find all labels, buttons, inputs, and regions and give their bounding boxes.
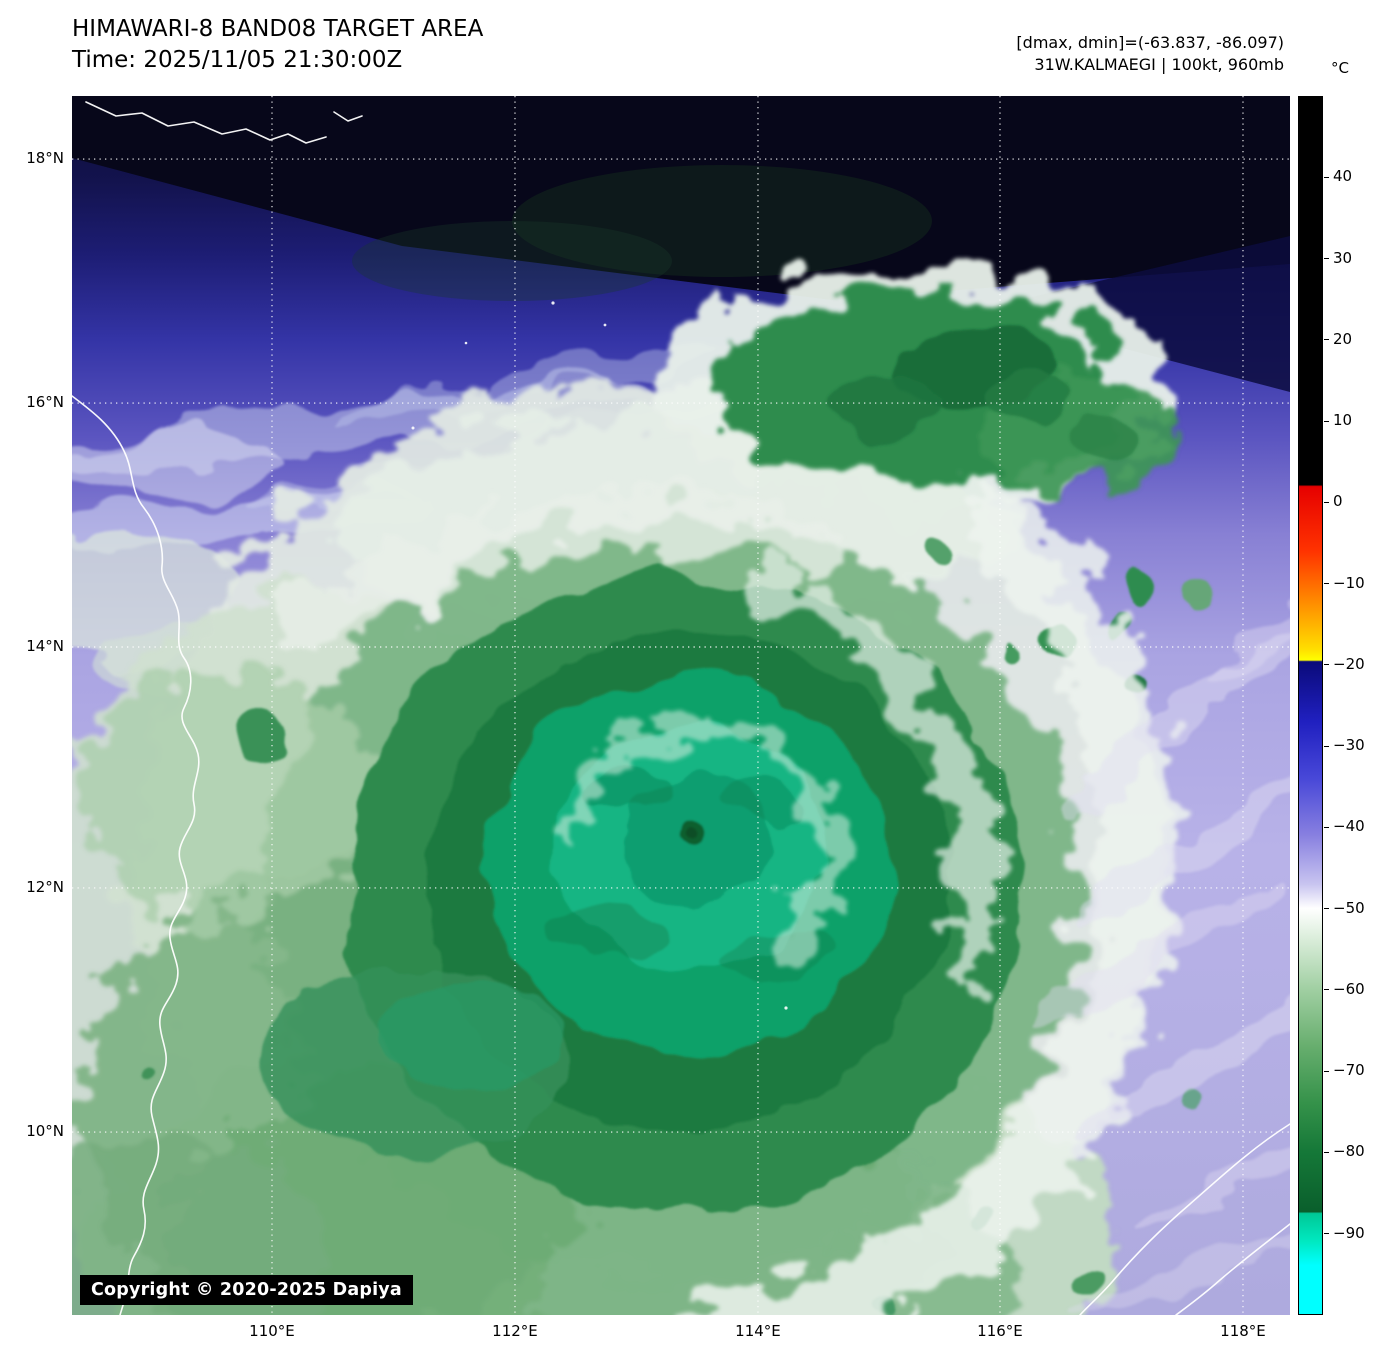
colorbar-gradient (1299, 97, 1322, 1314)
colorbar-tick-mark (1324, 420, 1329, 422)
colorbar-tick-label: −20 (1333, 654, 1365, 673)
colorbar-tick-mark (1324, 176, 1329, 178)
longitude-tick-label: 112°E (492, 1322, 538, 1340)
colorbar-tick-mark (1324, 583, 1329, 585)
satellite-map: Copyright © 2020-2025 Dapiya (72, 96, 1290, 1315)
product-timestamp: Time: 2025/11/05 21:30:00Z (72, 47, 403, 73)
longitude-tick-label: 110°E (249, 1322, 295, 1340)
colorbar-tick-mark (1324, 664, 1329, 666)
scan-edge-dark-band (72, 96, 1290, 392)
colorbar-tick-label: 40 (1333, 167, 1353, 186)
colorbar-tick-mark (1324, 908, 1329, 910)
colorbar-tick-mark (1324, 826, 1329, 828)
colorbar-tick-label: −10 (1333, 573, 1365, 592)
longitude-tick-label: 116°E (977, 1322, 1023, 1340)
coastline-southeast-2 (1175, 1223, 1290, 1315)
colorbar-tick-mark (1324, 1070, 1329, 1072)
product-title: HIMAWARI-8 BAND08 TARGET AREA (72, 16, 484, 42)
coastline-west (72, 395, 200, 1315)
latitude-tick-label: 12°N (26, 877, 64, 896)
satellite-image (72, 96, 1290, 1315)
colorbar-tick-mark (1324, 258, 1329, 260)
longitude-tick-label: 114°E (735, 1322, 781, 1340)
cirrus-streaks (1029, 577, 1290, 1315)
colorbar-tick-label: −60 (1333, 979, 1365, 998)
colorbar-tick-label: 10 (1333, 411, 1353, 430)
coastline-north (85, 101, 327, 144)
coastline-north-islet (333, 111, 363, 122)
colorbar-tick-mark (1324, 339, 1329, 341)
colorbar-tick-mark (1324, 1151, 1329, 1153)
colorbar-tick-mark (1324, 501, 1329, 503)
dmax-dmin-readout: [dmax, dmin]=(-63.837, -86.097) (1016, 33, 1284, 52)
colorbar-tick-label: 20 (1333, 329, 1353, 348)
cloud-specks (411, 301, 788, 1010)
latitude-tick-label: 16°N (26, 393, 64, 412)
colorbar-tick-label: 0 (1333, 492, 1343, 511)
spiral-bands (281, 487, 1177, 1315)
colorbar-tick-label: −40 (1333, 817, 1365, 836)
latitude-tick-label: 10°N (26, 1122, 64, 1141)
latitude-tick-label: 18°N (26, 149, 64, 168)
colorbar-tick-label: −50 (1333, 898, 1365, 917)
coastlines (72, 101, 1290, 1315)
colorbar-tick-label: 30 (1333, 248, 1353, 267)
coastline-southeast-1 (1079, 1123, 1290, 1315)
header-readouts: [dmax, dmin]=(-63.837, -86.097) 31W.KALM… (1016, 32, 1284, 76)
colorbar-tick-label: −90 (1333, 1223, 1365, 1242)
colorbar-unit-label: °C (1331, 59, 1349, 77)
longitude-tick-label: 118°E (1220, 1322, 1266, 1340)
copyright-badge: Copyright © 2020-2025 Dapiya (80, 1275, 413, 1305)
colorbar-tick-mark (1324, 745, 1329, 747)
colorbar (1298, 96, 1323, 1315)
storm-info: 31W.KALMAEGI | 100kt, 960mb (1034, 55, 1284, 74)
colorbar-tick-mark (1324, 1233, 1329, 1235)
latitude-tick-label: 14°N (26, 636, 64, 655)
colorbar-tick-mark (1324, 989, 1329, 991)
colorbar-tick-label: −80 (1333, 1142, 1365, 1161)
colorbar-tick-label: −30 (1333, 736, 1365, 755)
colorbar-tick-label: −70 (1333, 1061, 1365, 1080)
